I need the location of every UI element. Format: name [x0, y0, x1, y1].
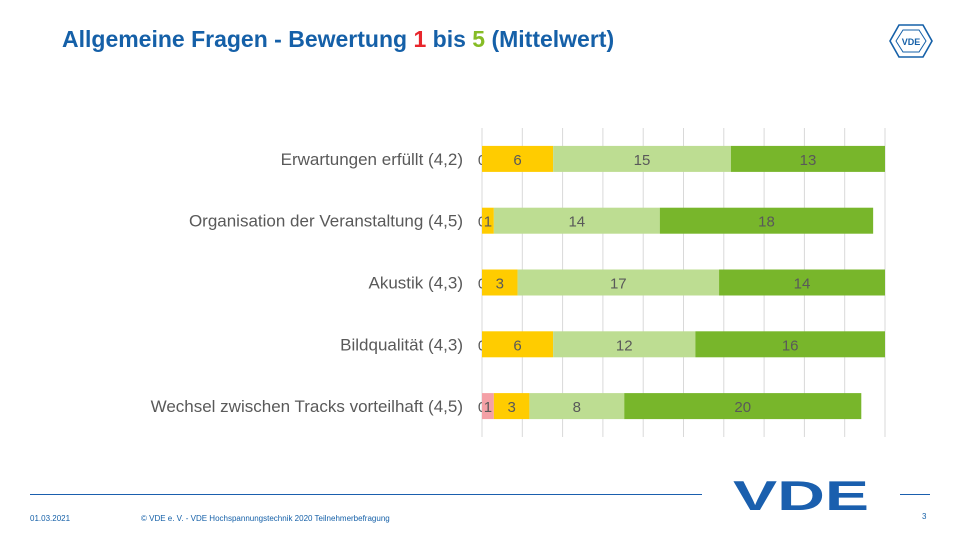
data-label: 3	[496, 276, 504, 293]
bar-segment	[493, 207, 660, 234]
data-label: 20	[734, 399, 751, 416]
data-label: 16	[782, 337, 799, 354]
data-label: 17	[610, 276, 627, 293]
bar-segment	[482, 393, 494, 420]
page-number: 3	[922, 512, 927, 521]
data-label: 13	[800, 152, 817, 169]
bar-segment	[553, 331, 696, 358]
bar-segment	[719, 269, 885, 296]
slide-title: Allgemeine Fragen - Bewertung 1 bis 5 (M…	[62, 26, 614, 53]
bar-segment	[624, 393, 862, 420]
footer-divider-left	[30, 494, 702, 495]
data-label: 1	[484, 399, 492, 416]
title-text-a: Allgemeine Fragen - Bewertung	[62, 26, 414, 52]
category-label: Organisation der Veranstaltung (4,5)	[189, 212, 463, 231]
data-label: 3	[507, 399, 515, 416]
bar-segment	[482, 207, 494, 234]
bar-segment	[482, 269, 518, 296]
category-label: Akustik (4,3)	[369, 274, 463, 293]
bar-segment	[493, 393, 530, 420]
bar-segment	[517, 269, 720, 296]
bar-segment	[529, 393, 625, 420]
data-label: 6	[513, 337, 521, 354]
title-text-c: (Mittelwert)	[485, 26, 615, 52]
bar-segment	[730, 145, 885, 172]
title-text-b: bis	[426, 26, 473, 52]
footer-divider-right	[900, 494, 930, 495]
data-label: 14	[568, 214, 585, 231]
bar-segment	[695, 331, 885, 358]
title-score-one: 1	[413, 26, 427, 52]
category-label: Bildqualität (4,3)	[340, 335, 463, 354]
bar-segment	[482, 145, 554, 172]
category-label: Erwartungen erfüllt (4,2)	[281, 150, 463, 169]
small-logo-text: VDE	[902, 37, 921, 47]
vde-logo: VDE	[733, 478, 869, 512]
data-label: 8	[573, 399, 581, 416]
bar-segment	[659, 207, 874, 234]
title-score-five: 5	[472, 26, 486, 52]
vde-small-logo: VDE	[889, 24, 933, 58]
footer-date: 01.03.2021	[30, 514, 71, 523]
stacked-bar-chart: Erwartungen erfüllt (4,2)061513Organisat…	[151, 128, 886, 437]
data-label: 1	[484, 214, 492, 231]
bar-segment	[553, 145, 731, 172]
data-label: 18	[758, 214, 775, 231]
data-label: 12	[616, 337, 633, 354]
data-label: 15	[634, 152, 651, 169]
footer-copyright: © VDE e. V. - VDE Hochspannungstechnik 2…	[141, 514, 390, 523]
vde-logo-text: VDE	[733, 478, 869, 512]
data-label: 14	[794, 276, 811, 293]
bar-segment	[482, 331, 554, 358]
category-label: Wechsel zwischen Tracks vorteilhaft (4,5…	[151, 397, 463, 416]
data-label: 6	[513, 152, 521, 169]
